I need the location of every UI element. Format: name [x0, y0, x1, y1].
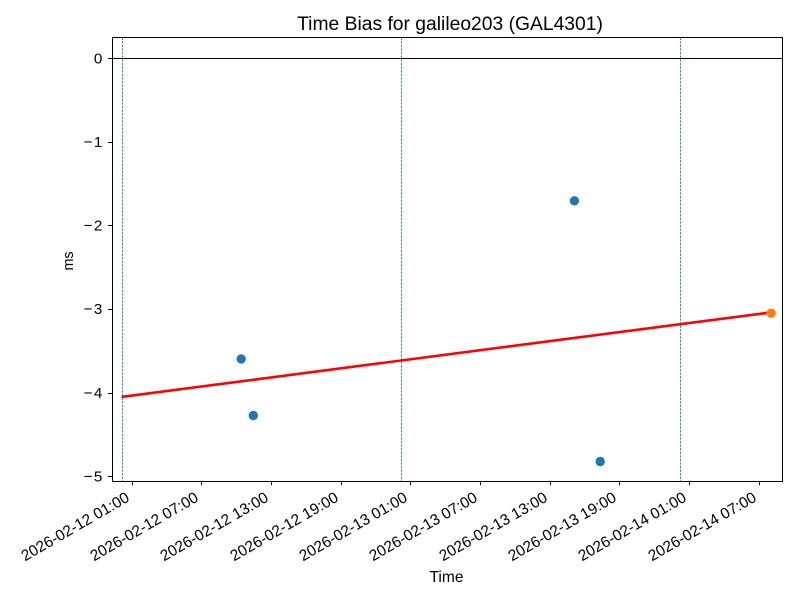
- svg-text:ms: ms: [61, 251, 77, 270]
- svg-text:0: 0: [94, 51, 104, 68]
- svg-text:−5: −5: [84, 468, 104, 485]
- svg-text:Time: Time: [429, 569, 463, 586]
- svg-text:−2: −2: [84, 218, 104, 235]
- svg-text:−4: −4: [84, 385, 104, 402]
- svg-text:Time Bias for galileo203 (GAL4: Time Bias for galileo203 (GAL4301): [297, 14, 603, 35]
- svg-text:−1: −1: [84, 134, 104, 151]
- svg-text:−3: −3: [84, 301, 104, 318]
